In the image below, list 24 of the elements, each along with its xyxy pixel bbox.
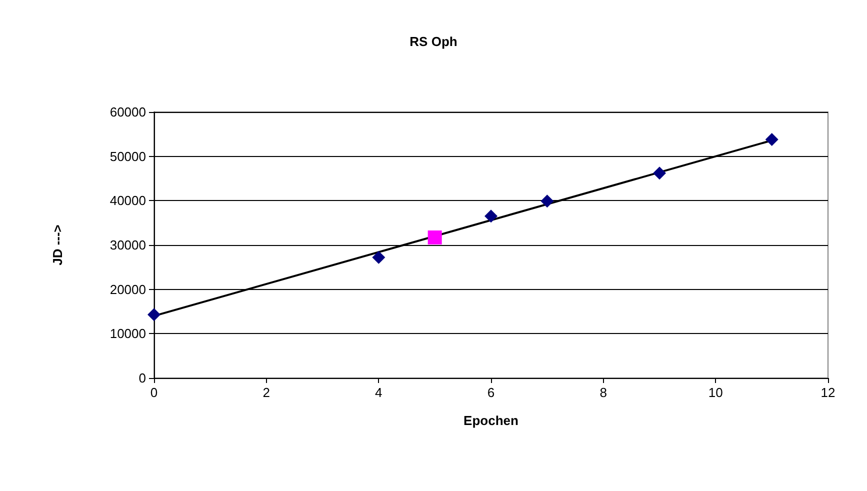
y-tick-label: 30000	[110, 238, 146, 252]
point	[372, 250, 386, 264]
x-tick-label: 6	[487, 385, 495, 400]
x-tick-label: 2	[262, 385, 270, 400]
point	[653, 166, 666, 180]
point	[765, 132, 778, 146]
x-axis-title: Epochen	[464, 413, 518, 428]
y-tick-label: 50000	[110, 148, 146, 164]
y-axis-title: JD --->	[50, 224, 65, 266]
x-tick-label: 12	[820, 385, 836, 400]
y-tick-label: 20000	[110, 282, 146, 297]
point	[148, 308, 160, 322]
y-tick-label: 40000	[110, 193, 146, 208]
x-tick-label: 0	[150, 385, 158, 400]
point	[540, 194, 554, 208]
y-tick-label: 0	[138, 370, 146, 386]
x-tick-label: 8	[600, 385, 607, 400]
point	[428, 230, 442, 244]
chart-title: RS Oph	[410, 34, 458, 49]
y-tick-label: 10000	[110, 326, 146, 342]
x-tick-label: 4	[375, 385, 382, 400]
point	[484, 210, 498, 223]
y-tick-label: 60000	[110, 104, 146, 120]
x-tick-label: 10	[708, 385, 723, 400]
